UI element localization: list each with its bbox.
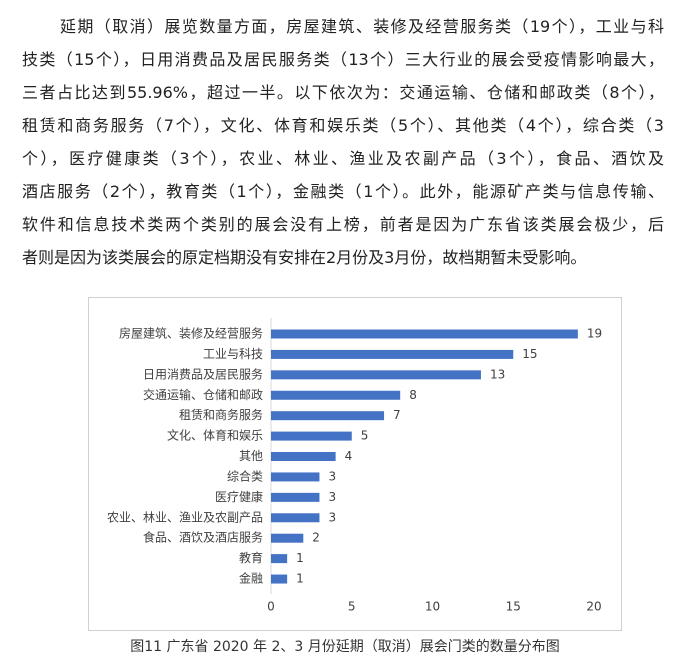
bar xyxy=(271,349,514,359)
y-tick-label: 综合类 xyxy=(227,468,263,483)
text-line: 个），医疗健康类（3个），农业、林业、渔业及农副产品（3个），食品、酒饮及 xyxy=(22,149,664,168)
bar xyxy=(271,492,320,502)
value-label: 3 xyxy=(328,469,336,483)
bar xyxy=(271,411,385,421)
y-tick-label: 农业、林业、渔业及农副产品 xyxy=(107,510,263,524)
paragraph: 延期（取消）展览数量方面，房屋建筑、装修及经营服务类（19个），工业与科技类（1… xyxy=(22,10,664,274)
bar xyxy=(271,472,320,482)
y-tick-label: 医疗健康 xyxy=(215,489,263,504)
bar xyxy=(271,533,304,543)
text-line: 三者占比达到55.96%，超过一半。以下依次为：交通运输、仓储和邮政类（8个）， xyxy=(22,83,664,102)
bar xyxy=(271,370,481,380)
y-tick-label: 工业与科技 xyxy=(203,347,263,361)
bar xyxy=(271,329,578,339)
y-tick-label: 其他 xyxy=(239,449,263,463)
value-label: 15 xyxy=(522,347,537,361)
text-line: 技类（15个），日用消费品及居民服务类（13个）三大行业的展会受疫情影响最大， xyxy=(22,50,664,69)
value-label: 4 xyxy=(345,449,353,463)
y-tick-label: 教育 xyxy=(239,550,263,565)
value-label: 2 xyxy=(312,531,320,545)
x-tick-label: 10 xyxy=(425,600,440,614)
value-label: 3 xyxy=(328,490,336,504)
y-tick-label: 租赁和商务服务 xyxy=(179,407,263,422)
text-line: 租赁和商务服务（7个），文化、体育和娱乐类（5个）、其他类（4个），综合类（3 xyxy=(22,116,664,135)
y-tick-label: 文化、体育和娱乐 xyxy=(167,428,263,443)
y-tick-label: 交通运输、仓储和邮政 xyxy=(143,387,263,402)
value-label: 1 xyxy=(296,572,304,586)
text-line: 延期（取消）展览数量方面，房屋建筑、装修及经营服务类（19个），工业与科 xyxy=(60,17,664,36)
y-tick-label: 房屋建筑、装修及经营服务 xyxy=(119,326,263,341)
bar xyxy=(271,390,401,400)
value-label: 3 xyxy=(328,510,336,524)
bar xyxy=(271,431,352,441)
x-tick-label: 20 xyxy=(586,600,601,614)
text-line: 酒店服务（2个），教育类（1个），金融类（1个）。此外，能源矿产类与信息传输、 xyxy=(22,182,664,201)
value-label: 8 xyxy=(409,388,417,402)
bar xyxy=(271,574,288,584)
x-tick-label: 0 xyxy=(267,600,275,614)
x-tick-label: 15 xyxy=(506,600,521,614)
caption: 图11 广东省 2020 年 2、3 月份延期（取消）展会门类的数量分布图 xyxy=(130,639,560,655)
value-label: 1 xyxy=(296,551,304,565)
bar xyxy=(271,554,288,564)
y-tick-label: 食品、酒饮及酒店服务 xyxy=(143,530,263,545)
x-tick-label: 5 xyxy=(348,600,356,614)
y-tick-label: 日用消费品及居民服务 xyxy=(143,366,263,381)
y-tick-label: 金融 xyxy=(239,571,263,586)
text-line: 软件和信息技术类两个类别的展会没有上榜，前者是因为广东省该类展会极少，后 xyxy=(22,215,664,234)
text-line: 者则是因为该类展会的原定档期没有安排在2月份及3月份，故档期暂未受影响。 xyxy=(22,248,587,267)
value-label: 19 xyxy=(587,327,602,341)
bar xyxy=(271,452,336,462)
value-label: 13 xyxy=(490,367,505,381)
value-label: 7 xyxy=(393,408,401,422)
bar xyxy=(271,513,320,523)
value-label: 5 xyxy=(361,429,369,443)
